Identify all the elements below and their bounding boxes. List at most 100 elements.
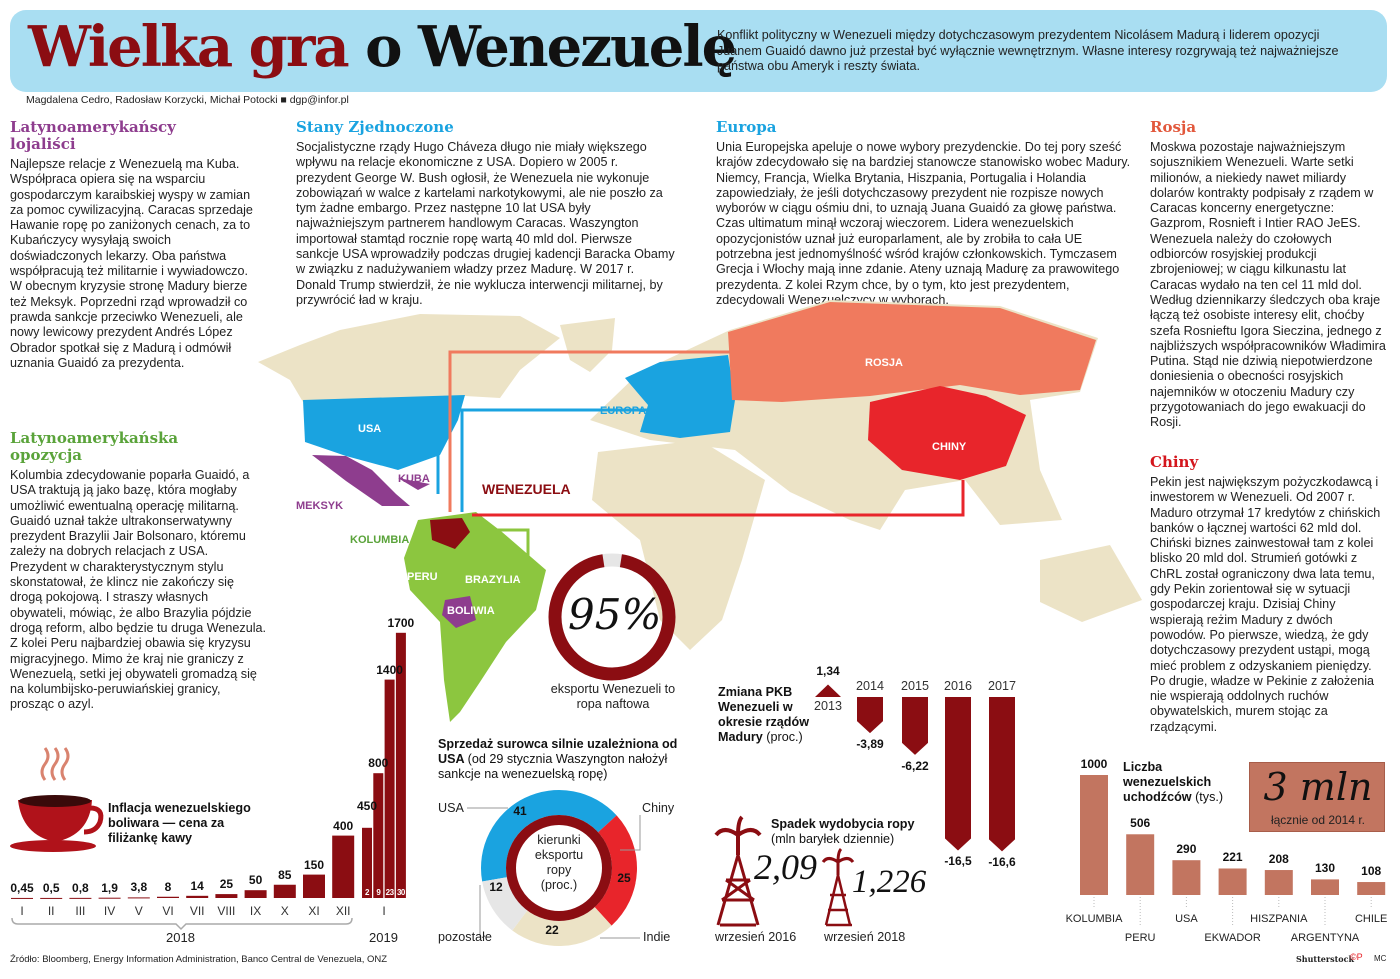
gdp-bar [902, 697, 928, 755]
coffee-bar-2019 [395, 632, 406, 898]
refugee-bar [1218, 868, 1247, 895]
coffee-bar-value: 150 [303, 857, 325, 872]
coffee-bar-2019 [362, 827, 372, 898]
arrow-europe [460, 408, 656, 512]
gdp-bar-value: -6,22 [901, 758, 929, 773]
refugee-bar-value: 221 [1222, 850, 1243, 865]
coffee-bar-value: 1,9 [101, 880, 118, 895]
coffee-tick: XI [308, 904, 320, 918]
oil-share-caption: eksportu Wenezueli to ropa naftowa [550, 682, 676, 711]
coffee-chart-title: Inflacja wenezuelskiego boliwara — cena … [108, 801, 251, 845]
refugee-bar-value: 290 [1176, 842, 1197, 857]
refugee-bar-value: 208 [1268, 852, 1289, 867]
gdp-bar-value: -16,5 [944, 854, 972, 869]
refugee-country: ARGENTYNA [1290, 932, 1360, 944]
coffee-year-2018: 2018 [166, 930, 195, 945]
coffee-bar [273, 884, 296, 898]
coffee-bar-value: 0,45 [10, 880, 34, 895]
donut-slice-chiny [594, 815, 637, 926]
coffee-bar [69, 897, 92, 899]
europe-heading: Europa [716, 118, 777, 136]
intro-text: Konflikt polityczny w Wenezueli między d… [717, 28, 1339, 73]
coffee-bar-value: 3,8 [130, 880, 148, 895]
coffee-tick: IX [249, 904, 262, 918]
donut-slice-indie [512, 907, 612, 946]
refugee-bar-value: 108 [1361, 864, 1382, 879]
gdp-bar-value: -3,89 [856, 737, 884, 752]
coffee-cup-icon [10, 747, 104, 852]
refugee-bar-value: 1000 [1080, 757, 1108, 771]
coffee-bar-2019-value: 450 [356, 798, 378, 813]
arrow-russia [448, 350, 865, 512]
donut-legend-india: Indie [643, 930, 671, 944]
gdp-bar-value: 1,34 [816, 664, 840, 678]
coffee-tick: X [280, 904, 289, 918]
map-label-russia: ROSJA [865, 357, 903, 369]
refugee-bar [1357, 882, 1386, 895]
greenland [560, 318, 615, 372]
russia-text: Moskwa pozostaje najważniejszym sojuszni… [1150, 140, 1386, 430]
coffee-bar-value: 0,8 [72, 880, 89, 895]
coffee-bar [303, 874, 325, 898]
refugees-total-caption: łącznie od 2014 r. [1270, 813, 1366, 827]
oil-production-2018: 1,226 [852, 864, 927, 900]
map-label-colombia: KOLUMBIA [350, 534, 409, 546]
gdp-year: 2013 [813, 699, 843, 713]
donut-value-india: 22 [545, 923, 559, 937]
donut-legend-other: pozostałe [438, 930, 492, 944]
copyright-mark: ©P [1350, 952, 1363, 962]
map-label-venezuela: WENEZUELA [482, 481, 571, 497]
refugees-total-box: 3 mln łącznie od 2014 r. [1249, 762, 1385, 832]
australia [1040, 545, 1142, 622]
canada [258, 314, 560, 402]
coffee-bar-value: 50 [248, 873, 263, 888]
africa [592, 440, 765, 650]
oil-share-ring [548, 553, 676, 681]
refugees-total-value: 3 mln [1263, 765, 1373, 809]
map-cuba [398, 478, 430, 490]
map-label-peru: PERU [407, 571, 438, 583]
refugee-country: USA [1175, 913, 1198, 925]
donut-legend-usa: USA [438, 801, 464, 815]
coffee-bar-value: 25 [219, 877, 234, 892]
coffee-bar-2019-value: 800 [368, 756, 389, 771]
refugee-bar [1080, 775, 1108, 895]
refugee-country: EKWADOR [1204, 932, 1261, 944]
coffee-tick: II [47, 904, 55, 918]
oil-production-label-2016: wrzesień 2016 [715, 930, 797, 944]
header-banner [10, 10, 1387, 92]
coffee-tick: V [134, 904, 143, 918]
refugee-bar-value: 130 [1314, 861, 1336, 876]
donut-slice-usa [481, 790, 617, 882]
gdp-bar-value: -16,6 [988, 855, 1016, 870]
oil-production-title: Spadek wydobycia ropy (mln baryłek dzienn… [771, 817, 915, 846]
map-venezuela [430, 518, 470, 549]
refugee-bar [1311, 879, 1339, 895]
refugee-bar [1172, 860, 1201, 895]
coffee-bar [186, 895, 209, 898]
oil-rig-icon-large [714, 815, 762, 927]
coffee-bar-value: 8 [164, 879, 172, 894]
donut-value-other: 12 [489, 880, 503, 894]
coffee-tick-2019-I: I [382, 904, 386, 918]
gdp-year: 2015 [900, 679, 930, 693]
export-donut-center-label: kierunki eksportu ropy (proc.) [534, 833, 584, 892]
oil-production-label-2018: wrzesień 2018 [824, 930, 906, 944]
title-black: o Wenezuelę [365, 14, 737, 80]
refugee-bar [1264, 870, 1293, 895]
title-red: Wielka gra [28, 14, 350, 80]
usa-heading: Stany Zjednoczone [296, 118, 454, 136]
china-text: Pekin jest największym pożyczkodawcą i i… [1150, 475, 1381, 734]
coffee-tick: VII [189, 904, 205, 918]
donut-slice-pozostałe [482, 877, 528, 931]
coffee-bar-2019 [384, 679, 395, 898]
coffee-tick: XII [335, 904, 351, 918]
coffee-bar [244, 890, 267, 898]
map-europe [625, 355, 735, 438]
map-china [868, 386, 1026, 480]
refugee-bar [1126, 834, 1155, 895]
coffee-bar [215, 894, 238, 898]
map-russia [728, 302, 1096, 402]
map-mexico [312, 455, 410, 506]
coffee-tick: III [75, 904, 86, 918]
